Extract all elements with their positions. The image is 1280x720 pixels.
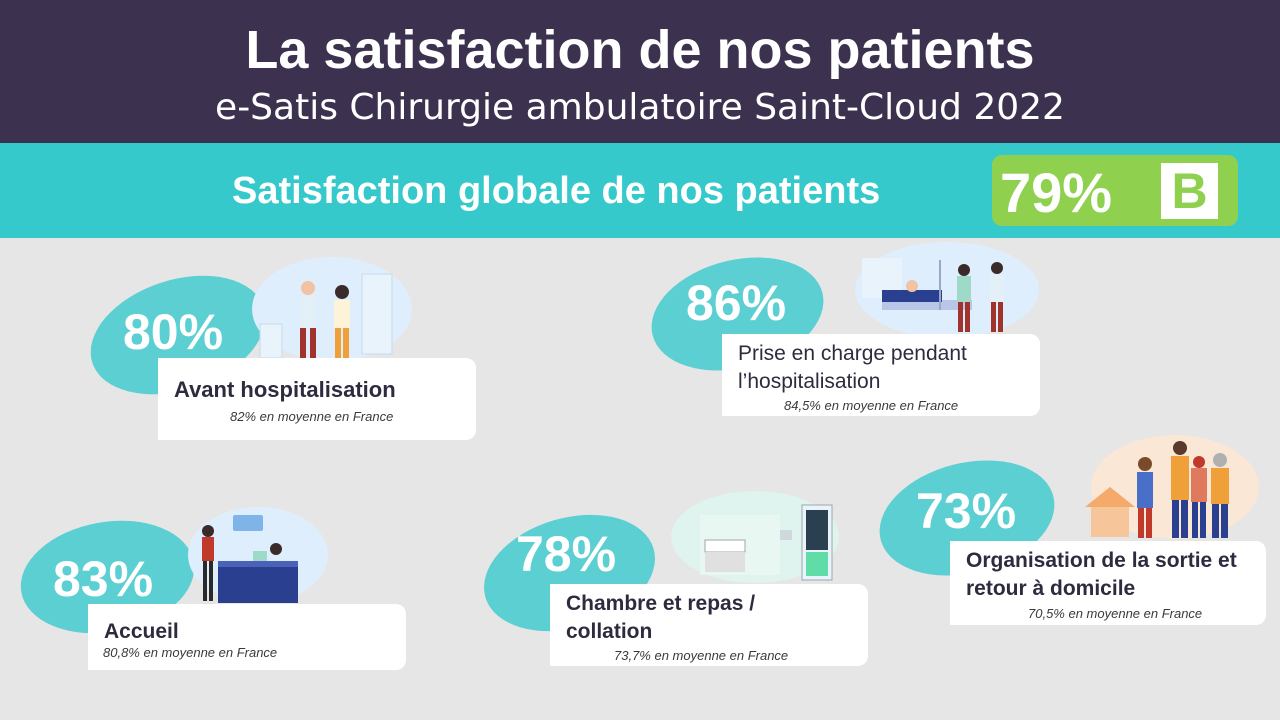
category-card: Organisation de la sortie et retour à do… (950, 541, 1266, 625)
category-label: Chambre et repas / collation (566, 592, 756, 643)
category-card: Prise en charge pendant l’hospitalisatio… (722, 334, 1040, 416)
score-value: 80% (123, 304, 224, 360)
global-grade-badge: B (1161, 163, 1218, 219)
category-label: Prise en charge pendant l’hospitalisatio… (738, 342, 967, 393)
national-average: 80,8% en moyenne en France (103, 645, 278, 660)
score-value: 83% (53, 551, 154, 607)
category-card: Chambre et repas / collation 73,7% en mo… (550, 584, 868, 666)
hospital-room-illustration (671, 491, 839, 583)
category-label: Accueil (104, 620, 179, 643)
category-card: Avant hospitalisation 82% en moyenne en … (158, 358, 476, 440)
category-card: Accueil 80,8% en moyenne en France (88, 604, 406, 670)
score-value: 86% (686, 275, 787, 331)
national-average: 73,7% en moyenne en France (614, 648, 789, 663)
page-title: La satisfaction de nos patients (245, 20, 1035, 80)
score-value: 73% (916, 483, 1017, 539)
national-average: 82% en moyenne en France (230, 409, 394, 424)
reception-desk-illustration (188, 507, 328, 603)
patient-in-bed-illustration (855, 242, 1039, 338)
national-average: 84,5% en moyenne en France (784, 398, 959, 413)
family-home-illustration (1085, 435, 1259, 539)
national-average: 70,5% en moyenne en France (1028, 606, 1203, 621)
global-score-value: 79% (1000, 161, 1113, 224)
header-banner: La satisfaction de nos patients e-Satis … (0, 0, 1280, 143)
doctors-consultation-illustration (252, 257, 412, 361)
category-label: Organisation de la sortie et retour à do… (966, 549, 1237, 600)
page-subtitle: e-Satis Chirurgie ambulatoire Saint-Clou… (215, 87, 1065, 128)
category-label: Avant hospitalisation (174, 377, 396, 402)
global-satisfaction-label: Satisfaction globale de nos patients (232, 170, 881, 212)
score-value: 78% (516, 526, 617, 582)
